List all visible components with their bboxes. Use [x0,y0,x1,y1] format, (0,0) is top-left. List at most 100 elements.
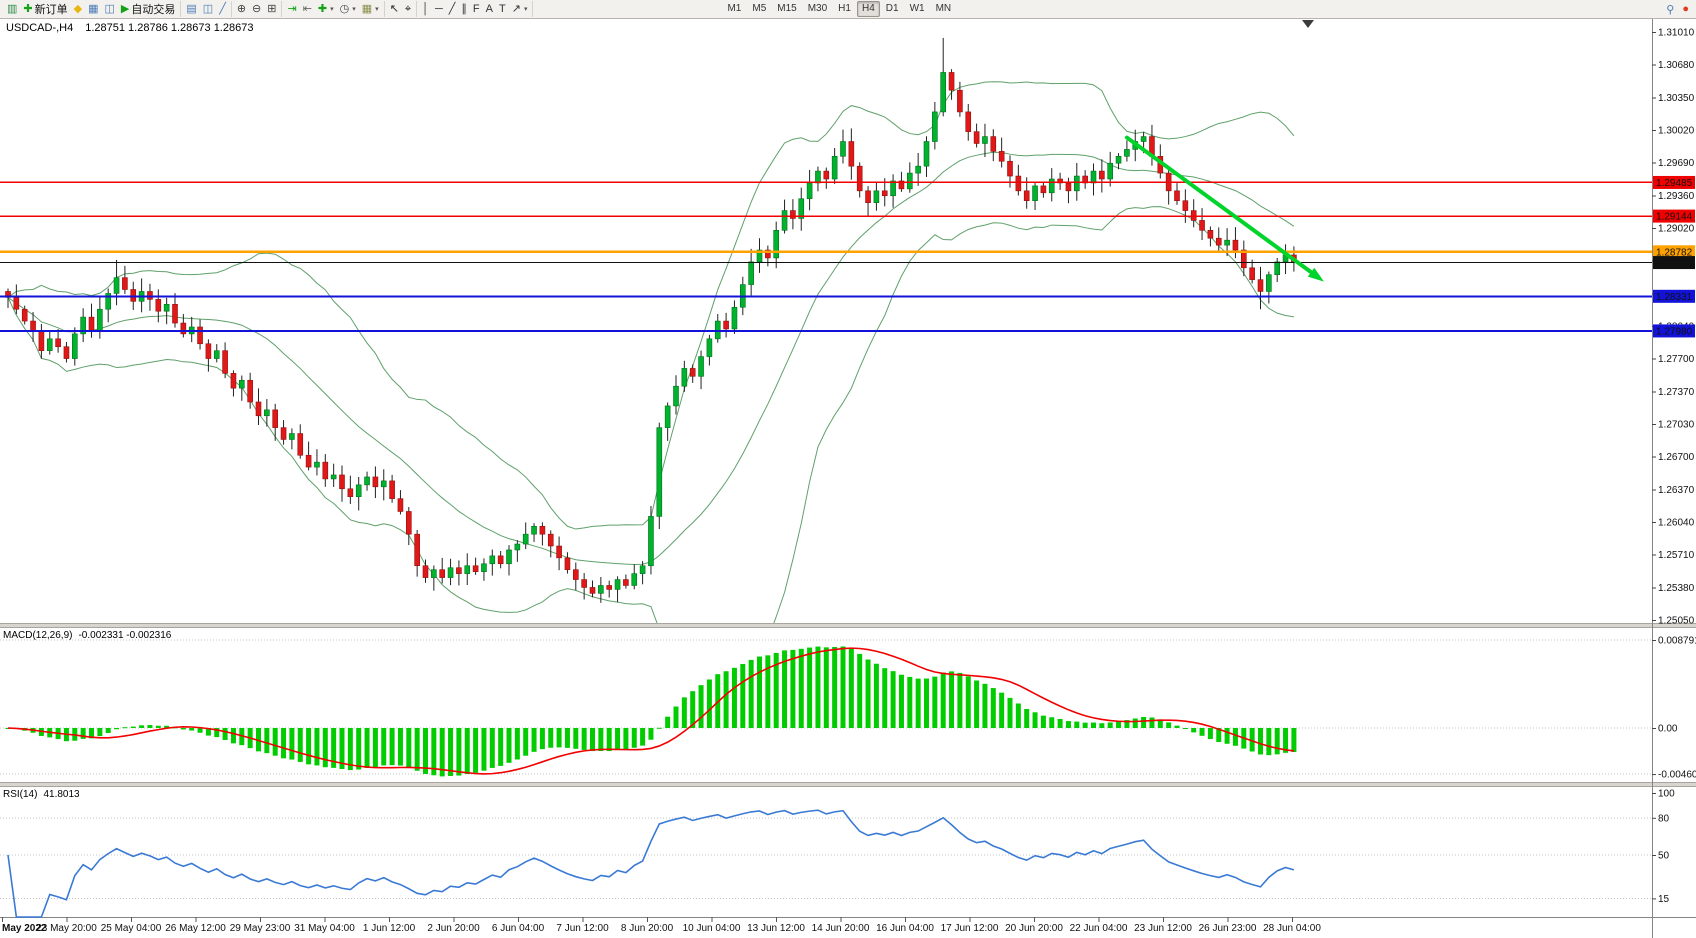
time-axis-label: 2 Jun 20:00 [427,923,480,934]
auto-trading-button[interactable]: ▶ 自动交易 [120,1,176,17]
time-axis-label: 28 Jun 04:00 [1263,923,1321,934]
channel-icon[interactable]: ∥ [460,1,468,17]
cursor-icon: ↖ [389,3,399,15]
line-chart-icon[interactable]: ╱ [218,1,227,17]
timeframe-w1[interactable]: W1 [909,3,925,14]
candle-body [230,373,237,389]
panel-separator[interactable] [0,782,1696,787]
cursor-icon[interactable]: ↖ [389,1,400,17]
macd-histogram-bar [139,725,145,728]
timeframe-m1[interactable]: M1 [727,3,742,14]
periods-icon[interactable]: ◷ ▾ [339,1,357,17]
market-watch-icon[interactable]: ▦ [87,1,99,17]
zoom-out-icon[interactable]: ⊖ [251,1,262,17]
candle-body [906,172,913,190]
timeframe-h1[interactable]: H1 [838,3,851,14]
time-axis-label: 10 Jun 04:00 [683,923,741,934]
candle-body [639,565,646,574]
timeframe-d1[interactable]: D1 [885,3,899,14]
candle-body [756,249,763,263]
alert-icon[interactable]: ● [1682,3,1689,15]
candle-body [598,585,604,594]
price-level-tag[interactable] [1653,324,1695,338]
candle-body [748,261,754,285]
macd-histogram-bar [347,728,353,771]
metaeditor-icon[interactable]: ◆ [73,1,83,17]
candle-body [397,498,404,512]
price-level-tag[interactable] [1653,175,1695,189]
candle-body [965,111,972,132]
candle-body [731,306,738,330]
time-axis-label: 17 Jun 12:00 [941,923,999,934]
price-level-tag[interactable] [1653,245,1695,259]
timeframe-m15[interactable]: M15 [777,3,797,14]
candle-body [239,379,245,389]
label-icon[interactable]: T [498,1,507,17]
candle-body [614,579,621,590]
macd-histogram-bar [1174,725,1180,728]
price-level-tag[interactable] [1653,289,1695,303]
macd-histogram-bar [990,688,996,728]
candle-body [21,308,28,322]
timeframe-h4[interactable]: H4 [856,1,880,17]
trend-arrow[interactable] [1124,135,1324,282]
chart-shift-marker[interactable] [1302,20,1314,28]
macd-histogram-bar [798,648,804,728]
candle-body [998,151,1005,162]
candle-body [631,573,638,586]
timeframe-mn[interactable]: MN [935,3,952,14]
bars-chart-icon: ▤ [186,3,197,15]
trendline-icon: ╱ [448,3,456,15]
price-level-tag[interactable] [1653,256,1695,270]
arrows-icon[interactable]: ↗ ▾ [511,1,529,17]
price-level-tag-label: 1.29485 [1656,178,1693,189]
vertical-line-icon[interactable]: │ [421,1,430,17]
candle-body [539,525,546,535]
chart-shift-icon[interactable]: ⇤ [302,1,313,17]
navigator-icon[interactable]: ◫ [104,1,116,17]
zoom-out-icon: ⊖ [252,3,262,15]
trendline-icon[interactable]: ╱ [448,1,457,17]
auto-scroll-icon[interactable]: ⇥ [286,1,297,17]
zoom-in-icon[interactable]: ⊕ [236,1,247,17]
candle-body [848,141,855,167]
horizontal-line-icon[interactable]: ─ [434,1,444,17]
macd-histogram-bar [1082,722,1088,728]
timeframe-m5[interactable]: M5 [752,3,767,14]
candle-body [272,409,279,428]
macd-histogram-bar [147,724,153,728]
search-icon[interactable]: ⚲ [1666,3,1675,16]
candle-body [97,308,103,332]
rsi-name: RSI(14) [3,789,38,800]
candle-body [898,180,905,190]
bars-chart-icon[interactable]: ▤ [185,1,197,17]
text-icon[interactable]: A [485,1,494,17]
main-chart-area[interactable] [0,18,1652,623]
time-axis-label: 26 May 12:00 [165,923,226,934]
chart-ohlc-values: 1.28751 1.28786 1.28673 1.28673 [85,22,254,34]
candlestick-chart-icon[interactable]: ◫ [202,1,214,17]
tile-windows-icon[interactable]: ⊞ [266,1,277,17]
candle-body [355,484,362,497]
macd-histogram-bar [473,728,479,773]
macd-histogram-bar [740,664,746,728]
candle-body [222,350,228,374]
crosshair-icon[interactable]: ⌖ [404,1,412,17]
price-level-tag[interactable] [1653,209,1695,223]
templates-icon[interactable]: ▦ ▾ [361,1,380,17]
panel-separator[interactable] [0,623,1696,628]
candle-body [1099,170,1105,180]
rsi-panel-area[interactable] [0,787,1652,917]
indicators-icon[interactable]: ✚ ▾ [317,1,335,17]
timeframe-m30[interactable]: M30 [807,3,828,14]
macd-histogram-bar [623,728,629,750]
new-order-button[interactable]: ✚ 新订单 [22,1,68,17]
macd-histogram-bar [164,725,170,728]
fibonacci-icon[interactable]: F [472,1,481,17]
new-chart-icon[interactable]: ▥ [6,1,18,17]
macd-histogram-bar [423,728,428,774]
candle-body [689,368,696,377]
candle-body [831,156,838,180]
